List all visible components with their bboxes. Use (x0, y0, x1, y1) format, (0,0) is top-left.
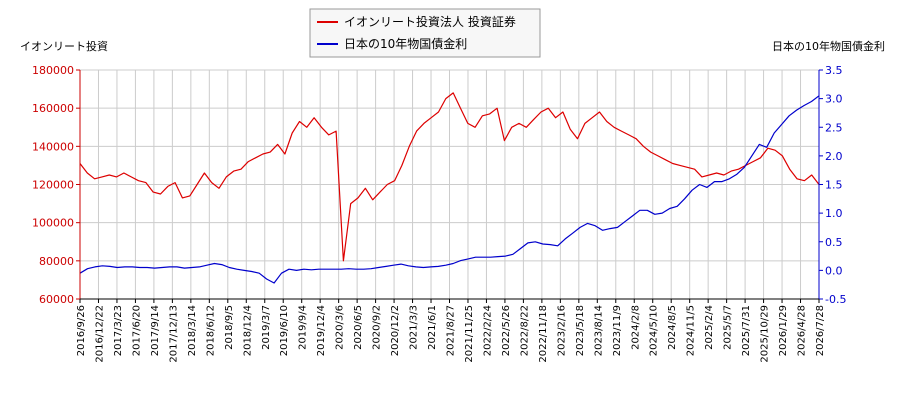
left-tick-label: 120000 (32, 179, 74, 192)
x-tick-label: 2018/3/14 (187, 305, 198, 356)
right-tick-label: 3.5 (825, 64, 843, 77)
x-tick-label: 2021/6/1 (427, 305, 438, 350)
x-tick-label: 2021/3/3 (409, 305, 420, 350)
x-tick-label: 2017/12/13 (168, 305, 179, 363)
x-tick-label: 2026/7/28 (815, 305, 826, 356)
left-tick-label: 80000 (39, 255, 74, 268)
x-tick-label: 2019/12/4 (316, 305, 327, 356)
stock-price-line (79, 92, 820, 262)
x-tick-label: 2020/3/6 (335, 305, 346, 350)
x-tick-label: 2019/6/10 (279, 305, 290, 356)
x-tick-label: 2026/1/29 (778, 305, 789, 356)
x-tick-label: 2021/8/27 (446, 305, 457, 356)
left-tick-label: 60000 (39, 293, 74, 306)
x-tick-label: 2024/2/8 (630, 305, 641, 350)
right-tick-label: 0.0 (825, 264, 843, 277)
x-tick-label: 2022/8/22 (519, 305, 530, 356)
x-tick-label: 2023/8/14 (593, 305, 604, 356)
x-tick-label: 2026/4/28 (797, 305, 808, 356)
x-tick-label: 2020/12/2 (390, 305, 401, 356)
x-tick-label: 2018/12/4 (242, 305, 253, 356)
legend: イオンリート投資法人 投資証券 日本の10年物国債金利 (309, 8, 541, 58)
x-tick-label: 2016/12/22 (94, 305, 105, 363)
x-tick-label: 2020/6/5 (353, 305, 364, 350)
legend-box (309, 8, 541, 58)
x-tick-label: 2021/11/25 (464, 305, 475, 363)
x-tick-label: 2016/9/26 (76, 305, 87, 356)
x-tick-label: 2025/5/7 (723, 305, 734, 350)
legend-bond-label: 日本の10年物国債金利 (344, 36, 467, 51)
x-tick-label: 2019/9/4 (298, 305, 309, 350)
bond-yield-line (79, 95, 820, 284)
right-tick-label: 1.5 (825, 179, 843, 192)
x-tick-label: 2020/9/2 (372, 305, 383, 350)
left-tick-label: 100000 (32, 217, 74, 230)
x-tick-label: 2019/3/7 (261, 305, 272, 350)
right-tick-label: 2.5 (825, 121, 843, 134)
right-tick-label: 1.0 (825, 207, 843, 220)
right-tick-label: 0.5 (825, 236, 843, 249)
left-tick-label: 140000 (32, 140, 74, 153)
right-tick-label: 3.0 (825, 93, 843, 106)
x-tick-label: 2023/5/18 (575, 305, 586, 356)
x-tick-label: 2024/11/5 (686, 305, 697, 356)
x-tick-label: 2025/10/29 (760, 305, 771, 363)
x-tick-label: 2018/9/5 (224, 305, 235, 350)
x-tick-label: 2023/2/16 (556, 305, 567, 356)
x-tick-label: 2022/11/18 (538, 305, 549, 363)
x-tick-label: 2018/6/12 (205, 305, 216, 356)
x-tick-label: 2024/5/10 (649, 305, 660, 356)
left-tick-label: 160000 (32, 102, 74, 115)
legend-stock-label: イオンリート投資法人 投資証券 (344, 14, 516, 29)
x-tick-label: 2022/5/26 (501, 305, 512, 356)
x-tick-label: 2025/7/31 (741, 305, 752, 356)
right-axis-title: 日本の10年物国債金利 (772, 39, 885, 53)
x-tick-label: 2017/9/14 (150, 305, 161, 356)
right-tick-label: 2.0 (825, 150, 843, 163)
x-tick-label: 2022/2/24 (482, 305, 493, 356)
right-tick-label: -0.5 (825, 293, 846, 306)
axes: 60000 80000 100000 120000 140000 160000 180000… (32, 64, 846, 363)
x-tick-label: 2024/8/5 (667, 305, 678, 350)
x-tick-label: 2023/11/9 (612, 305, 623, 356)
left-tick-label: 180000 (32, 64, 74, 77)
left-axis-title: イオンリート投資 (20, 39, 108, 53)
x-tick-label: 2017/3/23 (113, 305, 124, 356)
x-tick-label: 2017/6/20 (131, 305, 142, 356)
series-layer (79, 92, 820, 284)
x-tick-label: 2025/2/4 (704, 305, 715, 350)
